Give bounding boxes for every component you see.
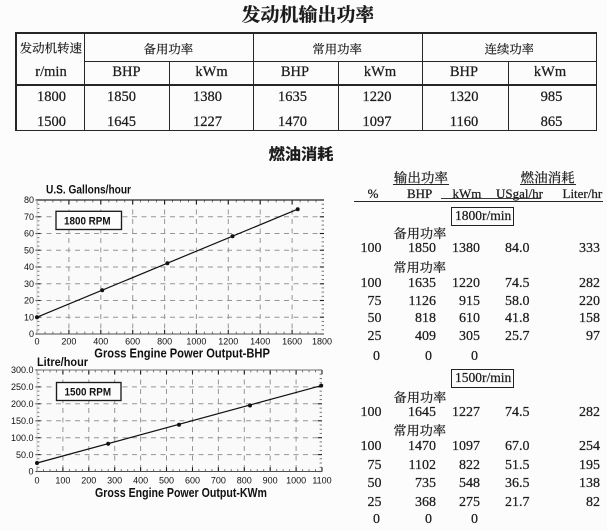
svg-text:400: 400 — [93, 337, 108, 347]
svg-text:800: 800 — [157, 337, 172, 347]
svg-text:1100: 1100 — [312, 476, 331, 486]
svg-text:0: 0 — [34, 476, 39, 486]
svg-text:250.0: 250.0 — [11, 382, 34, 392]
svg-text:70: 70 — [24, 212, 34, 222]
svg-text:1000: 1000 — [186, 337, 206, 347]
svg-text:50.0: 50.0 — [16, 450, 34, 460]
svg-text:600: 600 — [185, 476, 200, 486]
svg-text:600: 600 — [125, 337, 140, 347]
svg-text:0: 0 — [28, 467, 33, 477]
svg-text:10: 10 — [24, 312, 34, 322]
svg-text:1800 RPM: 1800 RPM — [64, 216, 111, 228]
svg-text:800: 800 — [237, 476, 252, 486]
svg-text:150.0: 150.0 — [11, 416, 34, 426]
svg-text:U.S. Gallons/hour: U.S. Gallons/hour — [46, 183, 131, 197]
svg-text:100.0: 100.0 — [11, 433, 34, 443]
svg-text:Gross Engine Power Output-BHP: Gross Engine Power Output-BHP — [94, 347, 270, 361]
svg-text:30: 30 — [24, 279, 34, 289]
svg-text:50: 50 — [24, 246, 34, 256]
svg-text:Litre/hour: Litre/hour — [37, 355, 88, 369]
svg-text:500: 500 — [159, 476, 174, 486]
svg-text:200: 200 — [61, 337, 76, 347]
svg-text:1600: 1600 — [282, 337, 302, 347]
svg-text:100: 100 — [55, 476, 70, 486]
svg-text:1400: 1400 — [250, 337, 270, 347]
svg-text:300.0: 300.0 — [11, 365, 34, 375]
svg-text:1500 RPM: 1500 RPM — [65, 387, 112, 399]
svg-text:200.0: 200.0 — [11, 399, 34, 409]
svg-text:700: 700 — [211, 476, 226, 486]
svg-text:300: 300 — [107, 476, 122, 486]
svg-text:0: 0 — [34, 337, 39, 347]
svg-text:40: 40 — [24, 262, 34, 272]
svg-text:60: 60 — [24, 229, 34, 239]
svg-text:400: 400 — [133, 476, 148, 486]
svg-text:1000: 1000 — [286, 476, 306, 486]
svg-text:200: 200 — [81, 476, 96, 486]
svg-text:900: 900 — [263, 476, 278, 486]
svg-text:80: 80 — [24, 195, 34, 205]
svg-text:1200: 1200 — [218, 337, 238, 347]
svg-text:1800: 1800 — [312, 337, 332, 347]
svg-text:0: 0 — [29, 329, 34, 339]
svg-text:Gross Engine Power Output-KWm: Gross Engine Power Output-KWm — [95, 486, 267, 500]
svg-text:20: 20 — [24, 296, 34, 306]
